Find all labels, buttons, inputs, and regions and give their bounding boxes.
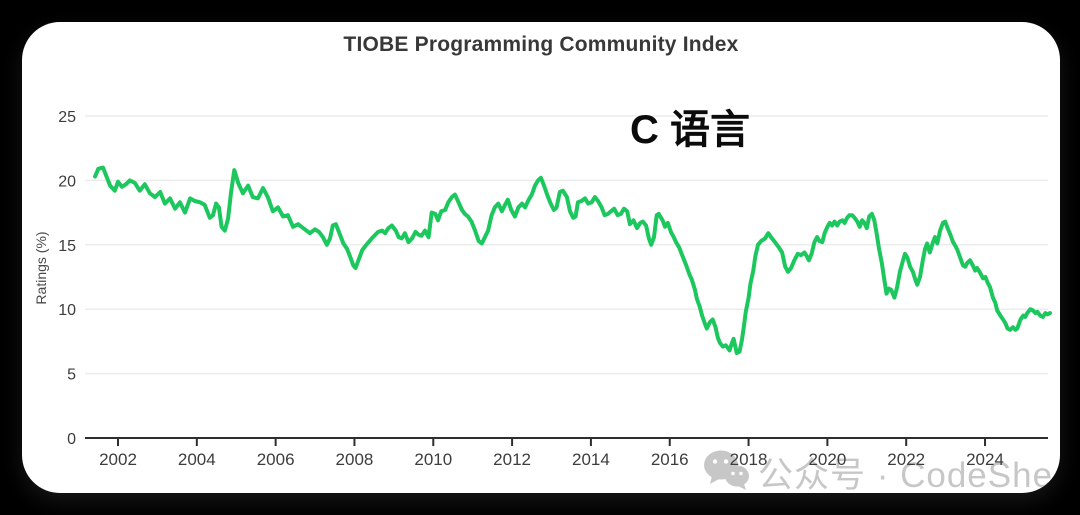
- x-tick-label: 2022: [887, 450, 925, 469]
- y-tick-label: 5: [67, 367, 76, 384]
- x-tick-label: 2010: [414, 450, 452, 469]
- chart-card: TIOBE Programming Community Index Rating…: [22, 22, 1060, 493]
- data-line-c: [93, 165, 1052, 355]
- wechat-icon: [702, 448, 750, 493]
- tick-labels: 0 5 10 15 20 25 2002 2004 2006 2008 2010 2012 2014 20…: [58, 109, 1004, 469]
- y-tick-label: 20: [58, 173, 76, 190]
- chart-title: TIOBE Programming Community Index: [343, 33, 739, 56]
- y-tick-label: 10: [58, 302, 76, 319]
- x-tick-label: 2018: [730, 450, 768, 469]
- x-axis: [85, 437, 1048, 446]
- x-tick-label: 2008: [336, 450, 374, 469]
- x-tick-label: 2012: [493, 450, 531, 469]
- x-tick-label: 2014: [572, 450, 610, 469]
- watermark-text: 公众号 · CodeSheep: [758, 456, 1060, 493]
- series-annotation: C 语言: [630, 108, 750, 152]
- y-tick-label: 0: [67, 431, 76, 448]
- x-tick-label: 2016: [651, 450, 689, 469]
- gridlines: [85, 115, 1048, 375]
- watermark: 公众号 · CodeSheep: [702, 447, 1060, 493]
- x-tick-label: 2002: [99, 450, 137, 469]
- x-tick-label: 2024: [966, 450, 1004, 469]
- x-tick-label: 2004: [178, 450, 216, 469]
- x-tick-label: 2020: [808, 450, 846, 469]
- y-tick-label: 15: [58, 238, 76, 255]
- x-tick-label: 2006: [257, 450, 295, 469]
- y-tick-label: 25: [58, 109, 76, 126]
